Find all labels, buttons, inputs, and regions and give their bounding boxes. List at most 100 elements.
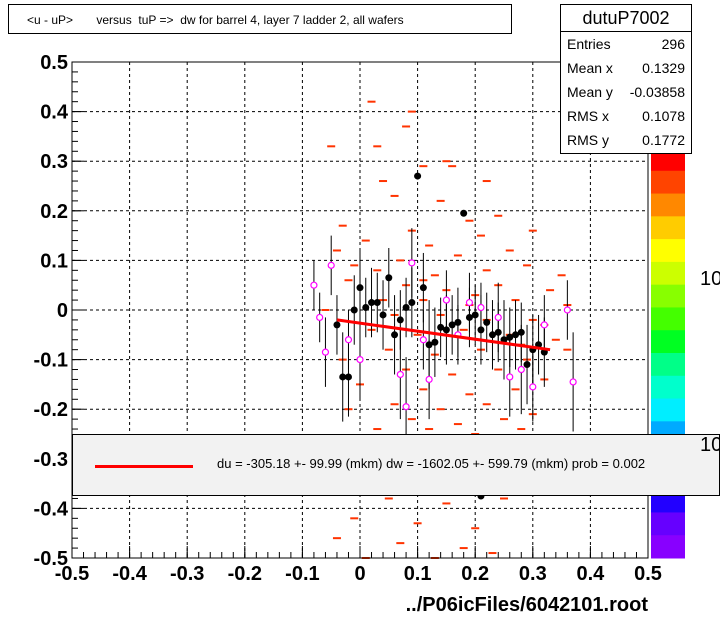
x-tick-label: -0.2 [228, 563, 262, 585]
profile-points [310, 172, 577, 500]
profile-point-black [448, 321, 456, 329]
histogram-cell [482, 269, 491, 272]
histogram-cell [563, 348, 572, 351]
histogram-cell [373, 145, 382, 148]
profile-point-magenta [425, 375, 433, 384]
profile-point-magenta [316, 313, 324, 322]
x-tick-label: 0.1 [404, 563, 432, 585]
profile-point-black [368, 299, 376, 307]
x-tick-label: 0.5 [634, 563, 662, 585]
profile-point-magenta [402, 403, 410, 411]
x-tick-label: 0.4 [576, 563, 605, 585]
stats-row-rms-y: RMS y 0.1772 [561, 128, 691, 152]
histogram-cell [442, 160, 451, 163]
profile-point-black [379, 311, 387, 319]
palette-segment [651, 330, 685, 354]
histogram-cell [488, 552, 497, 555]
profile-point-black [523, 361, 531, 369]
axes: -0.5 -0.4 -0.3 -0.2 -0.1 0 0.1 0.2 0.3 0.4 0.5 -0.5… [34, 52, 662, 585]
palette-label-upper: 10 [700, 268, 720, 290]
y-tick-label: 0.2 [40, 201, 68, 223]
color-palette [651, 148, 685, 559]
palette-segment [651, 170, 685, 195]
histogram-cell [402, 125, 411, 128]
profile-point-magenta [327, 261, 335, 269]
fit-legend: du = -305.18 +- 99.99 (mkm) dw = -1602.0… [72, 434, 720, 496]
histogram-cell [419, 165, 428, 168]
profile-point-magenta [477, 303, 485, 312]
histogram-cell [476, 234, 485, 237]
profile-point-black [373, 299, 381, 307]
histogram-cell [436, 408, 445, 411]
x-tick-label: -0.5 [55, 563, 89, 585]
histogram-cell [430, 274, 439, 277]
histogram-cell [482, 180, 491, 183]
histogram-cell [459, 328, 468, 331]
y-tick-label: -0.5 [34, 548, 68, 570]
palette-segment [651, 216, 685, 240]
fit-line [336, 318, 551, 352]
histogram-cell [471, 527, 480, 530]
fit-line-segment [336, 318, 551, 352]
histogram-cell [517, 428, 526, 431]
palette-segment [651, 512, 685, 536]
histogram-cell [425, 244, 434, 247]
palette-segment [651, 193, 685, 217]
y-tick-label: 0.5 [40, 52, 68, 74]
profile-point-black [431, 338, 439, 346]
histogram-cell [448, 373, 457, 376]
histogram-cell [511, 388, 520, 391]
profile-point-black [362, 304, 370, 312]
profile-point-black [402, 304, 410, 312]
histogram-cell [350, 264, 359, 267]
palette-segment [651, 307, 685, 331]
y-tick-label: 0.3 [40, 151, 68, 173]
histogram-cell [390, 403, 399, 406]
stats-value: 0.1078 [642, 108, 685, 124]
histogram-cell [407, 418, 416, 421]
stats-value: 0.1329 [642, 60, 685, 76]
stats-label: Mean y [567, 84, 613, 100]
histogram-cell [419, 388, 428, 391]
y-tick-label: -0.1 [34, 350, 68, 372]
histogram-cell [557, 274, 566, 277]
profile-point-magenta [356, 356, 364, 364]
profile-point-black [333, 321, 341, 329]
histogram-cell [523, 264, 532, 267]
stats-label: RMS y [567, 132, 609, 148]
histogram-cell [494, 214, 503, 217]
histogram-cell [413, 333, 422, 336]
profile-point-black [414, 172, 422, 180]
profile-point-black [356, 284, 364, 292]
histogram-cell [482, 403, 491, 406]
histogram-cell [465, 393, 474, 396]
stats-label: Mean x [567, 60, 613, 76]
histogram-cell [384, 497, 393, 500]
palette-segment [651, 239, 685, 263]
chart-title: <u - uP> versus tuP => dw for barrel 4, … [8, 4, 512, 34]
histogram-cell [384, 348, 393, 351]
profile-point-magenta [442, 296, 450, 304]
stats-label: Entries [567, 36, 611, 52]
profile-point-black [460, 209, 468, 217]
histogram-cell [505, 249, 514, 252]
stats-row-entries: Entries 296 [561, 32, 691, 56]
file-name: ../P06icFiles/6042101.root [405, 594, 648, 616]
profile-point-black [344, 373, 352, 381]
stats-label: RMS x [567, 108, 609, 124]
histogram-cell [396, 259, 405, 262]
stats-value: -0.03858 [629, 84, 685, 100]
histogram-cell [425, 428, 434, 431]
profile-point-black [396, 316, 404, 324]
y-tick-label: -0.3 [34, 449, 68, 471]
histogram-cell [373, 428, 382, 431]
histogram-cell [321, 309, 330, 311]
x-tick-label: -0.3 [170, 563, 204, 585]
histogram-cell [390, 194, 399, 197]
histogram-cell [436, 199, 445, 202]
x-tick-label: 0.2 [461, 563, 489, 585]
histogram-cell [407, 110, 416, 113]
histogram-cell [448, 165, 457, 168]
palette-segment [651, 535, 685, 559]
palette-segment [651, 261, 685, 286]
